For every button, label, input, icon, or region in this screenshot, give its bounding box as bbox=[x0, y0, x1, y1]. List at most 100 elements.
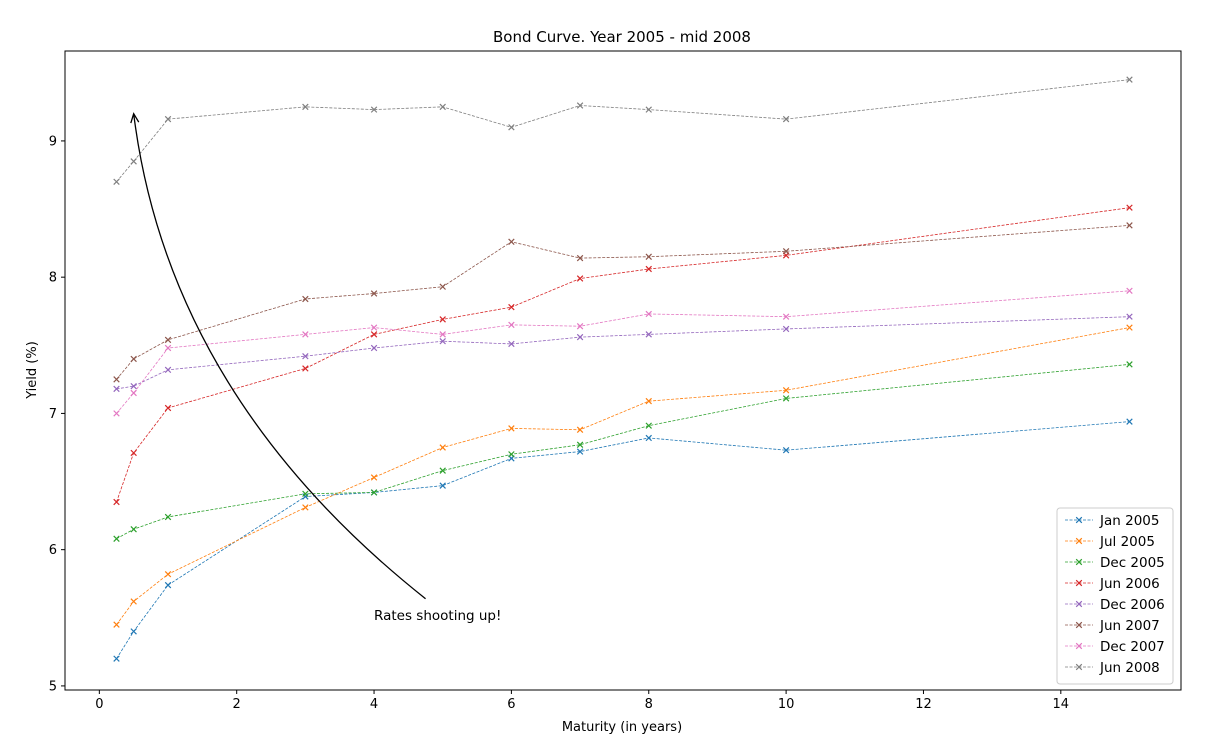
data-point bbox=[1126, 324, 1133, 331]
data-point bbox=[164, 581, 172, 589]
data-point bbox=[645, 434, 652, 442]
data-point bbox=[164, 366, 172, 374]
legend-marker bbox=[1075, 516, 1083, 524]
data-point bbox=[1126, 204, 1133, 211]
legend-marker bbox=[1075, 600, 1083, 608]
y-tick-label: 5 bbox=[49, 679, 57, 694]
x-tick-label: 8 bbox=[645, 697, 653, 712]
legend-entry: Jan 2005 bbox=[1065, 513, 1159, 529]
data-point bbox=[508, 303, 515, 311]
data-point bbox=[1126, 361, 1133, 368]
data-point bbox=[645, 253, 652, 260]
data-point bbox=[645, 106, 652, 113]
data-point bbox=[782, 446, 790, 454]
data-point bbox=[576, 426, 584, 433]
y-tick-label: 6 bbox=[49, 543, 57, 558]
data-point bbox=[782, 387, 790, 394]
legend-entry: Dec 2005 bbox=[1065, 555, 1165, 571]
data-point bbox=[439, 337, 446, 345]
y-tick-label: 8 bbox=[49, 271, 57, 286]
series-line bbox=[116, 421, 1130, 659]
legend-marker bbox=[1075, 558, 1083, 566]
legend-label: Jul 2005 bbox=[1099, 534, 1155, 550]
data-point bbox=[113, 385, 120, 393]
data-point bbox=[439, 103, 446, 111]
x-tick-label: 10 bbox=[778, 697, 795, 712]
data-point bbox=[113, 410, 120, 417]
data-point bbox=[782, 248, 790, 255]
data-point bbox=[782, 395, 790, 402]
data-point bbox=[508, 451, 515, 458]
annotation-arrow bbox=[133, 113, 426, 600]
data-point bbox=[1126, 418, 1133, 425]
legend-label: Jan 2005 bbox=[1099, 513, 1159, 529]
data-point bbox=[508, 321, 515, 329]
x-tick-label: 2 bbox=[233, 697, 241, 712]
data-point bbox=[1126, 76, 1133, 83]
data-point bbox=[1126, 287, 1133, 295]
plot-frame bbox=[64, 50, 1182, 691]
data-point bbox=[576, 441, 584, 448]
data-point bbox=[164, 513, 172, 521]
data-point bbox=[370, 106, 378, 113]
data-point bbox=[576, 448, 584, 455]
data-point bbox=[130, 628, 137, 635]
y-tick-label: 9 bbox=[49, 134, 57, 149]
data-point bbox=[508, 340, 515, 348]
data-point bbox=[1126, 222, 1133, 229]
data-point bbox=[370, 489, 378, 496]
data-point bbox=[439, 331, 446, 338]
legend-label: Jun 2006 bbox=[1099, 576, 1160, 592]
data-point bbox=[576, 254, 584, 262]
data-point bbox=[164, 570, 172, 578]
data-point bbox=[113, 498, 120, 506]
data-point bbox=[645, 331, 652, 338]
data-point bbox=[782, 313, 790, 320]
series-jan-2005 bbox=[113, 418, 1133, 662]
data-point bbox=[302, 365, 309, 372]
data-point bbox=[370, 331, 378, 338]
data-point bbox=[370, 324, 378, 331]
x-axis-label: Maturity (in years) bbox=[562, 720, 682, 735]
data-point bbox=[439, 467, 446, 474]
data-point bbox=[576, 322, 584, 330]
legend-entry: Jun 2007 bbox=[1065, 618, 1160, 634]
legend-label: Dec 2006 bbox=[1100, 597, 1165, 613]
series-jun-2006 bbox=[113, 204, 1133, 506]
series-line bbox=[116, 79, 1130, 183]
series-jul-2005 bbox=[113, 324, 1133, 628]
data-point bbox=[164, 404, 172, 412]
data-point bbox=[130, 158, 137, 165]
data-point bbox=[164, 336, 172, 344]
series-line bbox=[116, 316, 1130, 390]
data-point bbox=[439, 283, 446, 290]
series-jun-2007 bbox=[113, 222, 1133, 383]
x-tick-label: 0 bbox=[95, 697, 103, 712]
data-point bbox=[782, 115, 790, 123]
data-point bbox=[645, 397, 652, 405]
data-point bbox=[370, 474, 378, 481]
x-axis-ticks: 0 2 4 6 8 10 12 14 bbox=[95, 690, 1069, 712]
legend-marker bbox=[1075, 537, 1083, 545]
legend-entry: Jun 2008 bbox=[1065, 660, 1160, 676]
legend-label: Jun 2007 bbox=[1099, 618, 1160, 634]
data-point bbox=[130, 382, 137, 390]
chart-title: Bond Curve. Year 2005 - mid 2008 bbox=[493, 28, 751, 46]
legend-entry: Jul 2005 bbox=[1065, 534, 1155, 550]
annotation-layer: Rates shooting up! bbox=[130, 112, 501, 624]
legend-marker bbox=[1075, 579, 1083, 587]
x-tick-label: 6 bbox=[507, 697, 515, 712]
data-point bbox=[164, 344, 172, 352]
legend-marker bbox=[1075, 642, 1083, 650]
data-point bbox=[130, 598, 137, 605]
data-point bbox=[302, 295, 309, 303]
x-tick-label: 14 bbox=[1053, 697, 1070, 712]
data-point bbox=[113, 655, 120, 662]
data-point bbox=[576, 102, 584, 109]
y-tick-label: 7 bbox=[49, 407, 57, 422]
data-point bbox=[302, 103, 309, 111]
annotation-text: Rates shooting up! bbox=[374, 608, 501, 624]
series-line bbox=[116, 327, 1130, 625]
data-point bbox=[130, 526, 137, 533]
